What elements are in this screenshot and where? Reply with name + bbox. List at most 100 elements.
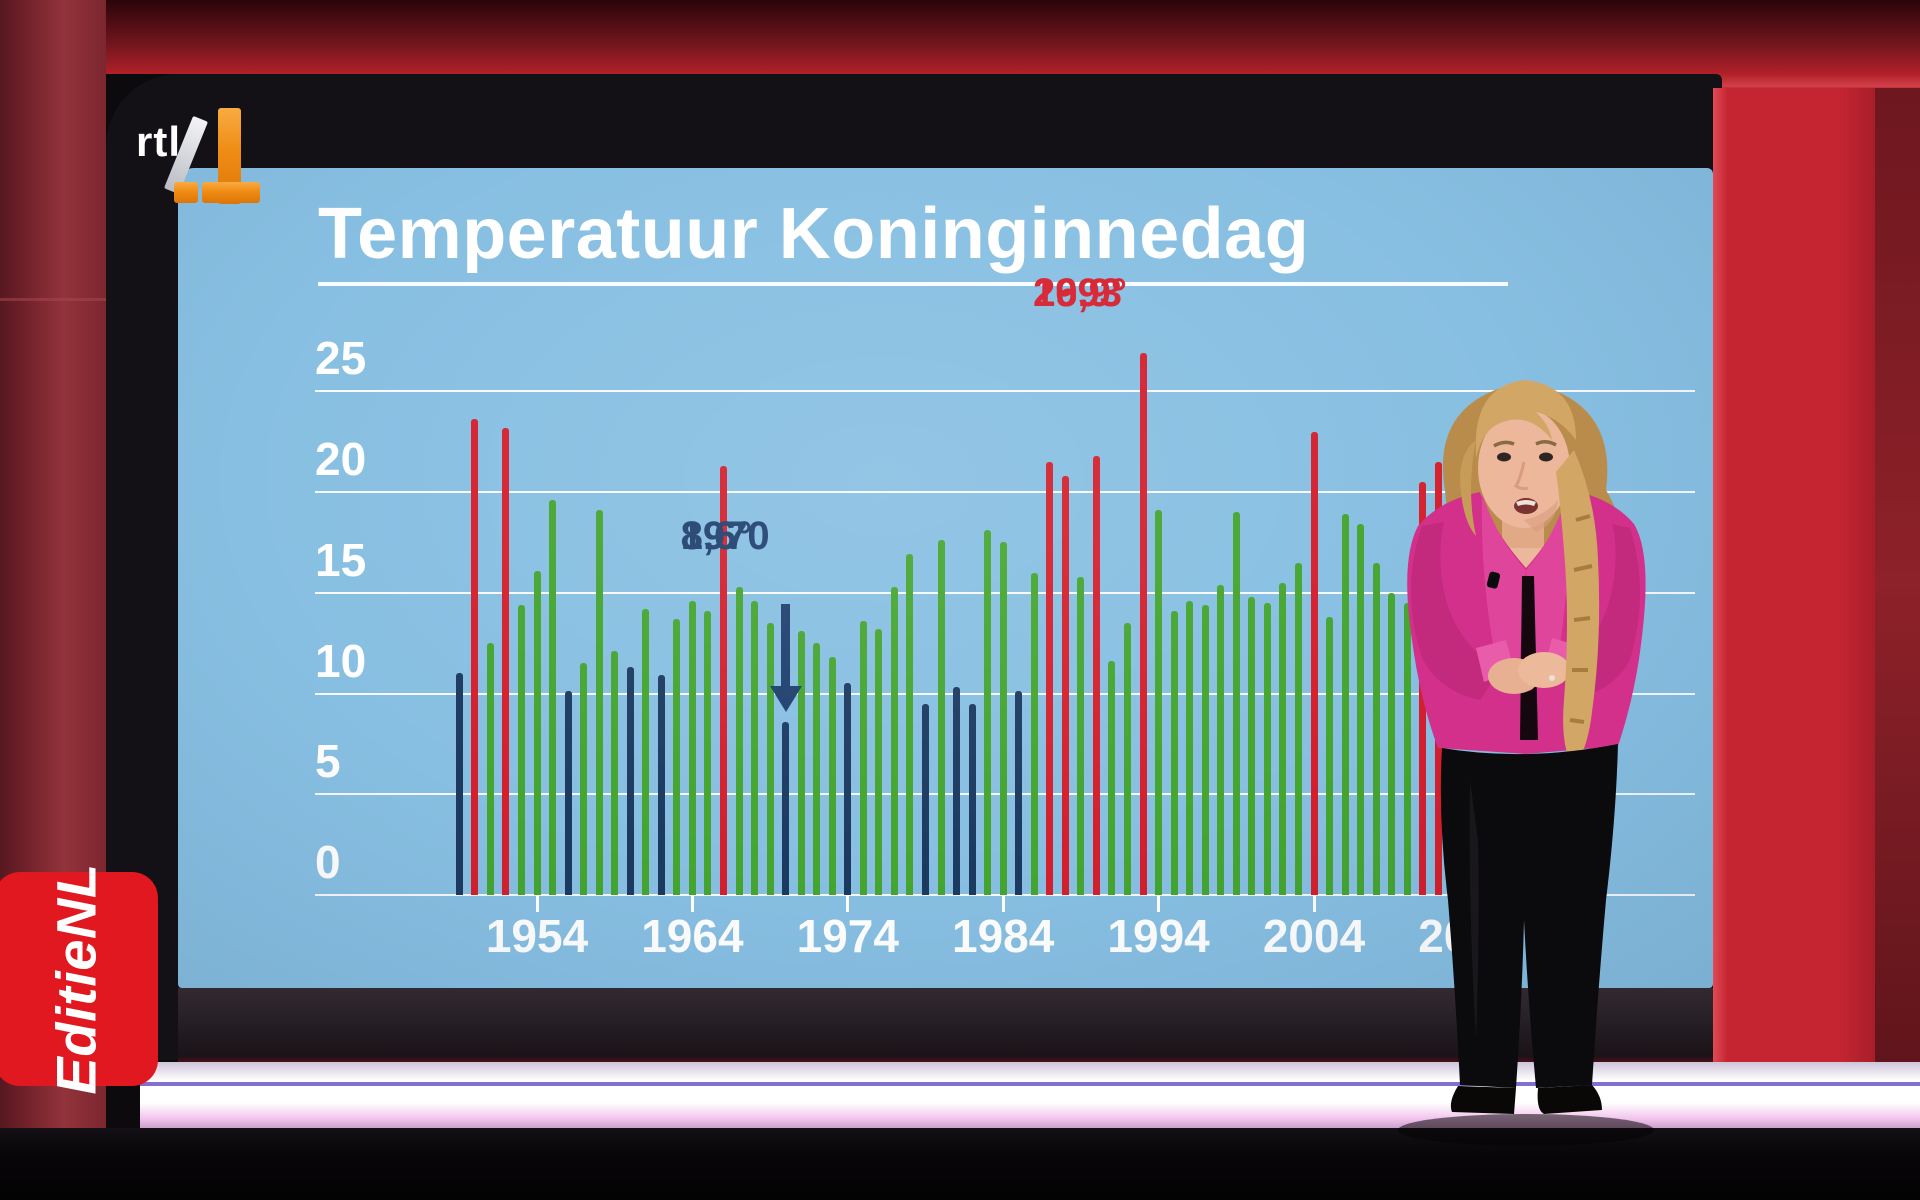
- bar-1989: [1077, 576, 1085, 895]
- bar-1949: [455, 673, 463, 895]
- editienl-logo-text: EditieNL: [44, 863, 108, 1095]
- rtl-logo-text: rtl: [136, 118, 181, 165]
- bar-1952: [502, 427, 510, 895]
- right-hand: [1518, 652, 1570, 688]
- bar-1971: [797, 631, 805, 895]
- bar-1984: [999, 542, 1007, 895]
- bar-1955: [549, 500, 557, 895]
- bar-2002: [1279, 582, 1287, 895]
- bar-1994: [1155, 510, 1163, 895]
- y-axis-label-25: 25: [315, 335, 366, 381]
- blazer-left-lapel: [1481, 494, 1526, 682]
- bar-1978: [906, 554, 914, 895]
- x-axis-label-1964: 1964: [622, 913, 762, 959]
- bar-2004: [1310, 431, 1318, 895]
- right-shoe: [1537, 1085, 1602, 1114]
- y-axis-label-20: 20: [315, 436, 366, 482]
- ring: [1549, 675, 1555, 681]
- left-eye: [1497, 452, 1511, 462]
- bar-2009: [1388, 592, 1396, 895]
- studio-right-red-panel: [1713, 88, 1875, 1076]
- bar-1972: [813, 643, 821, 895]
- bar-1967: [735, 586, 743, 895]
- y-axis-label-5: 5: [315, 738, 341, 784]
- lapel-microphone: [1486, 571, 1501, 589]
- y-axis-label-10: 10: [315, 638, 366, 684]
- x-axis-label-1954: 1954: [467, 913, 607, 959]
- x-axis-label-1974: 1974: [778, 913, 918, 959]
- blazer-left-sleeve: [1411, 522, 1500, 700]
- bar-1996: [1186, 600, 1194, 895]
- studio-right-dark-panel: [1875, 88, 1920, 1076]
- floor-shadow: [1398, 1114, 1654, 1146]
- right-eye: [1539, 452, 1553, 462]
- bar-2003: [1294, 562, 1302, 895]
- bar-1969: [766, 622, 774, 895]
- rtl4-channel-logo: rtl: [136, 106, 266, 226]
- blazer-right-lapel: [1526, 492, 1569, 682]
- bar-1970: [782, 721, 790, 895]
- bar-1975: [859, 620, 867, 895]
- face-shadow: [1524, 500, 1558, 532]
- nose: [1513, 461, 1529, 491]
- bar-1980: [937, 540, 945, 895]
- gridline-25: [315, 390, 1695, 393]
- bar-1990: [1092, 455, 1100, 895]
- chart-title-underline: [318, 282, 1508, 286]
- x-axis-label-2004: 2004: [1244, 913, 1384, 959]
- bar-1965: [704, 610, 712, 895]
- bar-2000: [1248, 596, 1256, 895]
- bar-1992: [1124, 622, 1132, 895]
- wall-seam: [0, 298, 106, 301]
- x-tick-1984: [1001, 895, 1005, 912]
- annotation-arrow-head: [769, 686, 802, 712]
- bar-1956: [564, 691, 572, 895]
- left-shoe: [1450, 1086, 1516, 1114]
- bar-1979: [922, 703, 929, 895]
- bar-1954: [533, 570, 541, 895]
- hair-braid: [1556, 450, 1600, 768]
- rtl4-logo-stem: [218, 108, 241, 204]
- bar-2007: [1357, 524, 1365, 895]
- pants-highlight: [1469, 780, 1479, 1040]
- braid-strands: [1569, 514, 1593, 724]
- bar-1976: [875, 629, 883, 895]
- hair-side-left: [1460, 440, 1476, 536]
- bar-2008: [1372, 562, 1380, 895]
- bar-1981: [953, 687, 961, 895]
- bar-1962: [657, 675, 665, 895]
- bar-1985: [1015, 691, 1023, 895]
- presenter: [1398, 380, 1654, 1146]
- bar-1968: [751, 600, 759, 895]
- bar-1986: [1030, 572, 1038, 895]
- bar-1958: [595, 510, 603, 895]
- gridline-0: [315, 894, 1695, 896]
- bar-1973: [828, 657, 836, 895]
- right-eyebrow: [1535, 440, 1557, 447]
- rtl4-logo-block: [174, 182, 198, 203]
- bar-2005: [1326, 616, 1334, 895]
- bar-1961: [642, 608, 650, 895]
- x-tick-1994: [1157, 895, 1161, 912]
- bar-1995: [1170, 610, 1178, 895]
- bar-2010: [1403, 602, 1411, 895]
- bar-1987: [1046, 461, 1054, 895]
- bar-1982: [968, 703, 976, 895]
- bar-1960: [626, 667, 634, 895]
- bar-1966: [719, 465, 727, 895]
- gridline-20: [315, 491, 1695, 493]
- bar-1959: [611, 651, 619, 895]
- bar-1953: [517, 604, 525, 895]
- x-tick-1974: [846, 895, 850, 912]
- bar-1997: [1201, 604, 1209, 895]
- floor-light-purple-line: [140, 1082, 1920, 1086]
- bar-1993: [1139, 352, 1147, 895]
- bar-2001: [1263, 602, 1271, 895]
- bar-1951: [486, 643, 494, 895]
- bar-1977: [890, 586, 898, 895]
- left-eyebrow: [1493, 440, 1515, 448]
- bar-1988: [1061, 475, 1069, 895]
- hair-front: [1476, 380, 1576, 458]
- bar-1998: [1217, 584, 1225, 895]
